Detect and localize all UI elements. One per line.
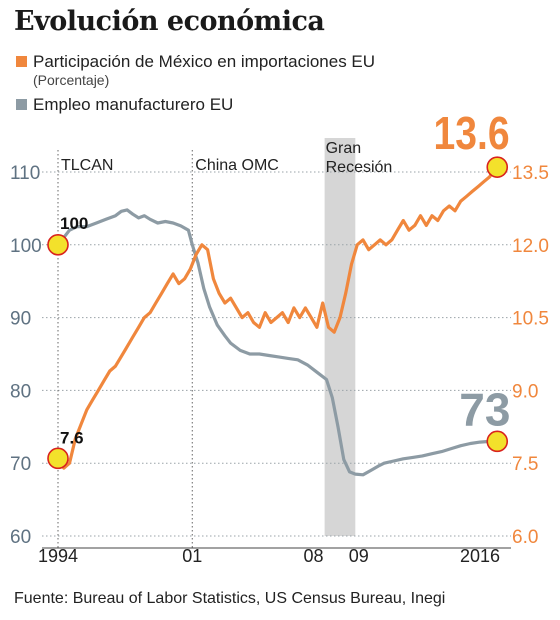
legend-label-manufacturing: Empleo manufacturero EU bbox=[33, 95, 234, 114]
x-tick-label: 2016 bbox=[460, 546, 500, 566]
left-axis-tick-label: 100 bbox=[10, 236, 42, 257]
annotation-start-share: 7.6 bbox=[60, 428, 84, 447]
event-label-recession: Gran bbox=[326, 140, 362, 157]
left-axis-tick-label: 70 bbox=[10, 454, 31, 475]
right-axis-tick-label: 7.5 bbox=[512, 454, 538, 475]
left-axis-tick-label: 110 bbox=[10, 163, 40, 184]
event-label-recession: Recesión bbox=[326, 159, 393, 176]
series-line-mexico-share bbox=[56, 166, 497, 470]
chart-title: Evolución económica bbox=[14, 6, 325, 37]
x-tick-label: 08 bbox=[304, 546, 324, 566]
highlight-marker bbox=[486, 156, 509, 178]
legend-swatch-orange bbox=[16, 56, 27, 67]
legend-label-mexico-share: Participación de México en importaciones… bbox=[33, 52, 376, 71]
x-tick-label: 01 bbox=[182, 546, 202, 566]
annotation-end-share: 13.6 bbox=[433, 108, 509, 160]
highlight-marker bbox=[486, 430, 509, 453]
recession-band bbox=[324, 138, 356, 536]
legend-item-mexico-share: Participación de México en importaciones… bbox=[16, 52, 375, 88]
legend-swatch-gray bbox=[16, 99, 27, 110]
right-axis-tick-label: 12.0 bbox=[512, 236, 549, 257]
highlight-marker bbox=[47, 447, 69, 470]
left-axis-tick-label: 60 bbox=[10, 527, 31, 548]
annotation-start-employment: 100 bbox=[60, 214, 88, 233]
highlight-marker bbox=[47, 234, 69, 256]
left-axis-tick-label: 80 bbox=[10, 381, 31, 402]
annotation-end-employment: 73 bbox=[459, 383, 510, 435]
legend-item-manufacturing: Empleo manufacturero EU bbox=[16, 95, 233, 115]
left-axis-tick-label: 90 bbox=[10, 309, 31, 330]
right-axis-tick-label: 10.5 bbox=[512, 309, 549, 330]
right-axis-tick-label: 9.0 bbox=[512, 381, 538, 402]
right-axis-tick-label: 6.0 bbox=[512, 527, 538, 548]
right-axis-tick-label: 13.5 bbox=[512, 163, 549, 184]
event-label-china-omc: China OMC bbox=[195, 157, 279, 174]
x-tick-label: 09 bbox=[349, 546, 369, 566]
source-note: Fuente: Bureau of Labor Statistics, US C… bbox=[14, 590, 446, 607]
series-line-manufacturing bbox=[56, 208, 498, 477]
x-tick-label: 1994 bbox=[38, 546, 78, 566]
event-label-tlcan: TLCAN bbox=[61, 157, 113, 174]
legend-note-percent: (Porcentaje) bbox=[33, 72, 110, 88]
